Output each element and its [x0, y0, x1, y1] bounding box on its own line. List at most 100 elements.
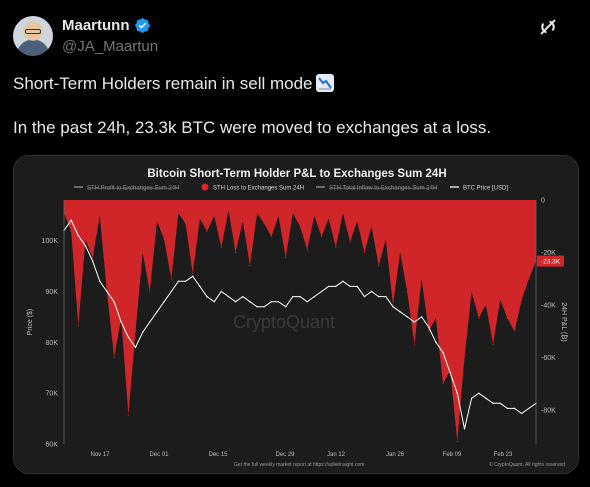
- y-right-tick-label: -80K: [541, 407, 556, 414]
- handle[interactable]: @JA_Maartun: [62, 38, 159, 55]
- y-right-axis-label: 24H P&L (₿): [560, 302, 568, 342]
- loss-point: [163, 238, 165, 240]
- y-right-tick-label: -20K: [541, 250, 556, 257]
- price-point: [177, 280, 180, 282]
- tweet-line-1: Short-Term Holders remain in sell mode: [13, 73, 579, 94]
- price-point: [363, 295, 366, 298]
- price-point: [392, 306, 394, 308]
- price-point: [77, 234, 79, 237]
- loss-point: [127, 414, 129, 416]
- tweet-media-chart[interactable]: Bitcoin Short-Term Holder P&L to Exchang…: [13, 155, 579, 474]
- price-point: [227, 295, 230, 298]
- loss-point: [177, 212, 179, 214]
- legend-swatch: [201, 183, 209, 191]
- loss-point: [492, 343, 494, 345]
- loss-point: [406, 291, 408, 293]
- loss-point: [142, 251, 144, 254]
- price-point: [120, 321, 122, 323]
- y-right-tick-label: -40K: [541, 302, 556, 309]
- grok-icon[interactable]: [537, 16, 559, 38]
- loss-point: [392, 304, 394, 306]
- display-name[interactable]: Maartunn: [62, 17, 130, 34]
- loss-point: [192, 272, 194, 275]
- chart: Bitcoin Short-Term Holder P&L to Exchang…: [14, 156, 578, 473]
- loss-point: [428, 330, 430, 332]
- loss-point: [256, 212, 258, 214]
- loss-point: [313, 215, 315, 217]
- loss-point: [199, 217, 201, 219]
- price-point: [478, 392, 480, 394]
- price-point: [299, 295, 301, 298]
- price-point: [492, 402, 494, 404]
- price-point: [270, 301, 273, 303]
- price-point: [277, 301, 280, 303]
- loss-point: [113, 356, 115, 358]
- loss-point: [335, 246, 337, 248]
- price-point: [349, 285, 351, 288]
- loss-point: [370, 225, 373, 227]
- price-point: [320, 290, 323, 293]
- price-point: [428, 326, 430, 328]
- price-point: [513, 407, 516, 410]
- author-name-row: Maartunn: [62, 17, 151, 34]
- price-point: [242, 295, 244, 298]
- chart-title: Bitcoin Short-Term Holder P&L to Exchang…: [147, 168, 446, 180]
- price-point: [99, 280, 101, 282]
- y-left-tick-label: 100K: [42, 238, 59, 245]
- loss-area-series: [64, 200, 536, 442]
- price-point: [285, 306, 287, 308]
- price-point: [470, 397, 473, 399]
- loss-point: [70, 230, 72, 233]
- price-point: [485, 397, 487, 399]
- legend-label: STH Loss to Exchanges Sum 24H: [213, 186, 304, 192]
- tweet-line-1-text: Short-Term Holders remain in sell mode: [13, 74, 313, 93]
- price-point: [220, 290, 222, 293]
- x-tick-label: Dec 29: [275, 452, 295, 458]
- price-point: [342, 280, 344, 282]
- loss-point: [242, 220, 244, 222]
- price-point: [399, 311, 401, 313]
- price-point: [84, 245, 87, 247]
- loss-point: [185, 223, 187, 225]
- loss-point: [263, 223, 265, 225]
- loss-point: [299, 225, 301, 227]
- price-point: [113, 301, 115, 303]
- price-point: [499, 402, 501, 404]
- current-value-label: -23.3K: [541, 259, 561, 266]
- price-point: [356, 285, 358, 288]
- price-point: [91, 260, 94, 262]
- loss-point: [478, 317, 480, 319]
- chart-watermark: CryptoQuant: [233, 312, 335, 332]
- loss-point: [227, 209, 230, 212]
- price-point: [306, 301, 308, 303]
- tweet-header: Maartunn @JA_Maartun: [13, 14, 579, 60]
- price-point: [142, 331, 144, 333]
- price-point: [292, 295, 294, 298]
- legend-item: STH Total Inflow to Exchanges Sum 24H: [316, 186, 437, 192]
- loss-point: [84, 238, 87, 240]
- loss-point: [306, 249, 308, 251]
- price-point: [249, 301, 251, 303]
- loss-point: [134, 330, 137, 332]
- price-point: [263, 306, 265, 308]
- price-point: [213, 301, 215, 303]
- legend-item: STH Loss to Exchanges Sum 24H: [201, 183, 304, 192]
- loss-point: [328, 217, 330, 219]
- legend-item: STH Profit to Exchanges Sum 24H: [74, 186, 179, 192]
- loss-point: [170, 278, 172, 280]
- avatar[interactable]: [13, 16, 53, 56]
- y-left-tick-label: 70K: [46, 391, 59, 398]
- price-point: [370, 290, 373, 293]
- loss-point: [513, 330, 516, 332]
- loss-point: [220, 246, 222, 248]
- price-point: [420, 316, 423, 318]
- price-point: [192, 275, 194, 277]
- price-point: [506, 407, 509, 410]
- price-point: [134, 346, 137, 349]
- loss-point: [399, 251, 401, 254]
- loss-point: [349, 241, 351, 243]
- loss-point: [499, 299, 501, 301]
- price-point: [106, 290, 108, 293]
- current-value-badge: [537, 255, 564, 267]
- price-point: [528, 407, 530, 410]
